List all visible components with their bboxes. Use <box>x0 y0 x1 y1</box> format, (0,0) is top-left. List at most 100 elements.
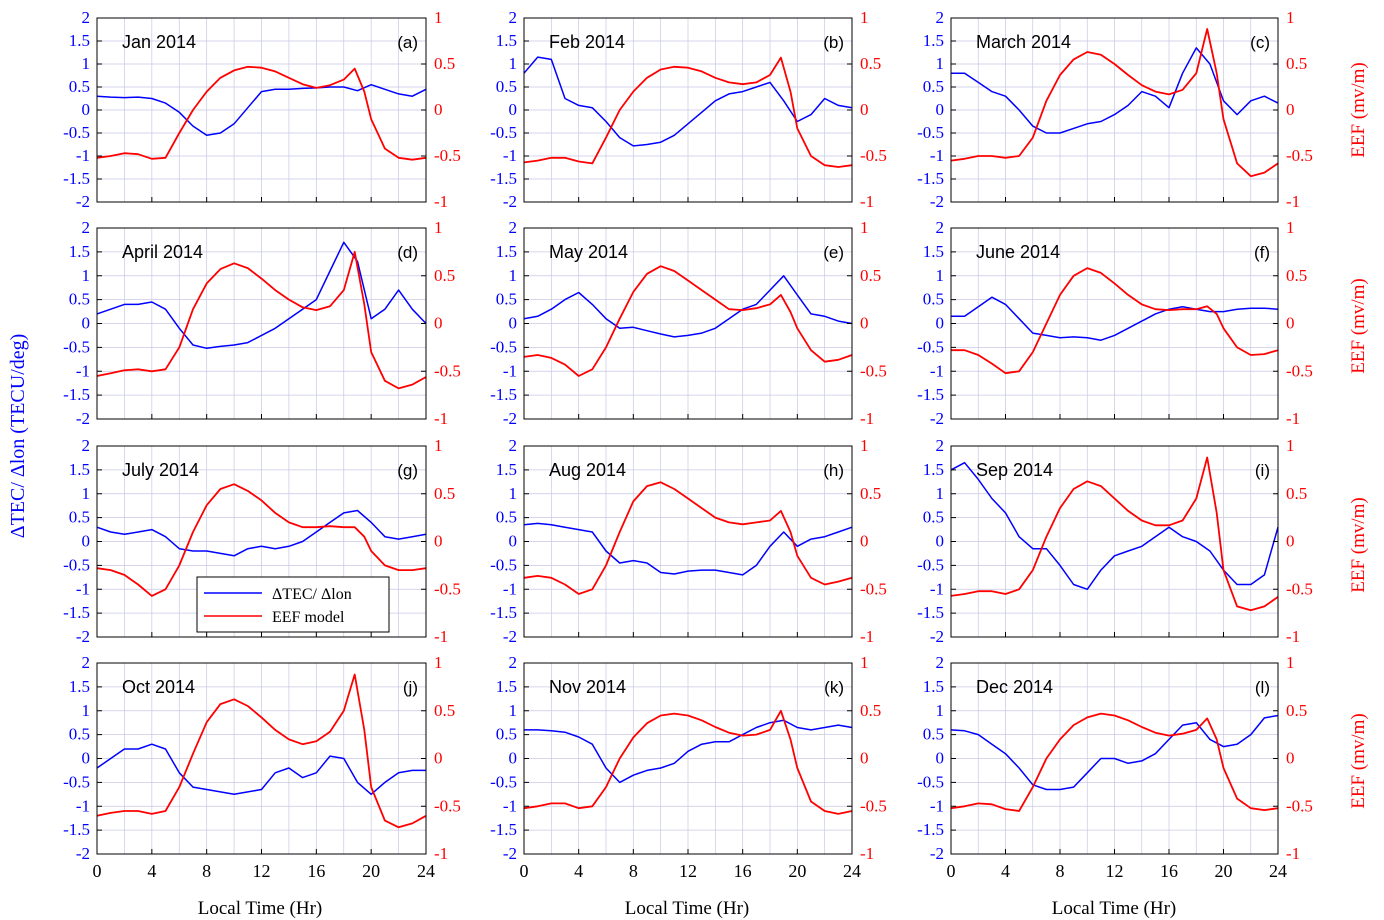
panel-1: 2 1.5 1 0.5 0 -0.5 -1 -1.5 -2 1 0.5 0 -0.5 -1 Jan 2014… <box>63 8 461 211</box>
eef-series-line <box>950 28 1279 178</box>
tec-series-line <box>523 522 853 576</box>
eef-series-line <box>950 712 1279 812</box>
left-tick-label: 1 <box>82 266 91 285</box>
left-tick-label: 2 <box>82 218 91 237</box>
right-tick-label: -1 <box>434 627 448 646</box>
y-axis-label-right-row2: EEF (mv/m) <box>1348 278 1369 374</box>
left-tick-label: 0 <box>936 100 945 119</box>
panel-title: Feb 2014 <box>549 32 625 52</box>
left-tick-label: 2 <box>509 8 518 27</box>
right-tick-label: 0 <box>1286 749 1295 768</box>
tec-series-line <box>523 56 853 147</box>
right-tick-label: 1 <box>1286 653 1295 672</box>
panel-3: 2 1.5 1 0.5 0 -0.5 -1 -1.5 -2 1 0.5 0 -0.5 -1 March 20… <box>917 8 1313 211</box>
left-tick-label: -1 <box>930 146 944 165</box>
right-tick-label: 0.5 <box>860 484 881 503</box>
right-tick-label: 0 <box>860 100 869 119</box>
left-tick-label: -1.5 <box>490 169 517 188</box>
left-tick-label: 0 <box>509 100 518 119</box>
left-tick-label: 2 <box>509 653 518 672</box>
panel-tag: (d) <box>397 243 418 262</box>
left-tick-label: 1 <box>936 54 945 73</box>
left-tick-label: 0.5 <box>496 77 517 96</box>
right-tick-label: 0.5 <box>434 484 455 503</box>
right-tick-label: 1 <box>860 218 869 237</box>
x-tick-label: 8 <box>629 861 638 881</box>
left-tick-label: -1.5 <box>490 820 517 839</box>
right-tick-label: -1 <box>860 192 874 211</box>
tec-series-line <box>950 714 1279 791</box>
left-tick-label: -0.5 <box>490 337 517 356</box>
right-tick-label: -0.5 <box>434 361 461 380</box>
panels-group: 2 1.5 1 0.5 0 -0.5 -1 -1.5 -2 1 0.5 0 -0.5 -1 Jan 2014… <box>63 8 1313 881</box>
panel-title: March 2014 <box>976 32 1071 52</box>
right-tick-label: 0 <box>434 749 443 768</box>
right-tick-label: -1 <box>1286 627 1300 646</box>
panel-title: May 2014 <box>549 242 628 262</box>
left-tick-label: 2 <box>936 653 945 672</box>
left-tick-label: 1.5 <box>496 677 517 696</box>
x-tick-label: 16 <box>1160 861 1178 881</box>
left-tick-label: 1.5 <box>69 460 90 479</box>
left-tick-label: 1 <box>936 484 945 503</box>
left-tick-label: 1 <box>509 266 518 285</box>
panel-tag: (f) <box>1254 243 1270 262</box>
tec-series-line <box>96 241 427 350</box>
tec-series-line <box>96 509 427 557</box>
right-tick-label: 0 <box>434 100 443 119</box>
right-tick-label: 0.5 <box>434 701 455 720</box>
left-tick-label: -2 <box>503 844 517 863</box>
right-tick-label: 1 <box>434 653 443 672</box>
left-tick-label: 0.5 <box>496 290 517 309</box>
panel-title: Sep 2014 <box>976 460 1053 480</box>
right-tick-label: 0 <box>1286 532 1295 551</box>
left-tick-label: -1.5 <box>490 385 517 404</box>
left-tick-label: -1 <box>930 361 944 380</box>
right-tick-label: -1 <box>1286 844 1300 863</box>
left-tick-label: 0.5 <box>69 77 90 96</box>
left-tick-label: 0 <box>82 314 91 333</box>
right-tick-label: -1 <box>860 844 874 863</box>
panel-9: 2 1.5 1 0.5 0 -0.5 -1 -1.5 -2 1 0.5 0 -0.5 -1 Sep 2014… <box>917 436 1313 646</box>
left-tick-label: 1.5 <box>69 242 90 261</box>
right-tick-label: -1 <box>434 844 448 863</box>
x-tick-label: 20 <box>788 861 806 881</box>
y-axis-label-left: ΔTEC/ Δlon (TECU/deg) <box>7 334 29 539</box>
eef-series-line <box>951 267 1279 375</box>
left-tick-label: -1 <box>503 579 517 598</box>
tec-series-line <box>96 83 427 137</box>
left-tick-label: -0.5 <box>917 772 944 791</box>
right-tick-label: -0.5 <box>1286 579 1313 598</box>
left-tick-label: 0 <box>509 532 518 551</box>
right-tick-label: -1 <box>1286 192 1300 211</box>
x-tick-label: 12 <box>679 861 697 881</box>
right-tick-label: 0 <box>434 532 443 551</box>
left-tick-label: -1 <box>503 361 517 380</box>
x-tick-label: 20 <box>362 861 380 881</box>
left-tick-label: -2 <box>930 844 944 863</box>
right-tick-label: 0 <box>434 314 443 333</box>
x-tick-label: 0 <box>947 861 956 881</box>
left-tick-label: -1.5 <box>63 169 90 188</box>
x-tick-label: 16 <box>307 861 325 881</box>
x-axis-label-col3: Local Time (Hr) <box>1052 898 1177 919</box>
left-tick-label: 2 <box>509 436 518 455</box>
right-tick-label: 1 <box>434 436 443 455</box>
left-tick-label: 0.5 <box>923 508 944 527</box>
left-tick-label: 1 <box>82 701 91 720</box>
right-tick-label: 0 <box>860 749 869 768</box>
right-tick-label: -0.5 <box>1286 796 1313 815</box>
left-tick-label: -1.5 <box>917 820 944 839</box>
right-tick-label: 0.5 <box>860 266 881 285</box>
panel-title: April 2014 <box>122 242 203 262</box>
eef-series-line <box>523 265 853 377</box>
left-tick-label: 0.5 <box>69 725 90 744</box>
left-tick-label: -1.5 <box>917 385 944 404</box>
right-tick-label: 0.5 <box>1286 484 1307 503</box>
panel-8: 2 1.5 1 0.5 0 -0.5 -1 -1.5 -2 1 0.5 0 -0.5 -1 Aug 2014… <box>490 436 887 646</box>
left-tick-label: 0 <box>936 532 945 551</box>
left-tick-label: -0.5 <box>490 772 517 791</box>
left-tick-label: -1 <box>930 796 944 815</box>
left-tick-label: -1.5 <box>63 820 90 839</box>
left-tick-label: 0 <box>82 749 91 768</box>
